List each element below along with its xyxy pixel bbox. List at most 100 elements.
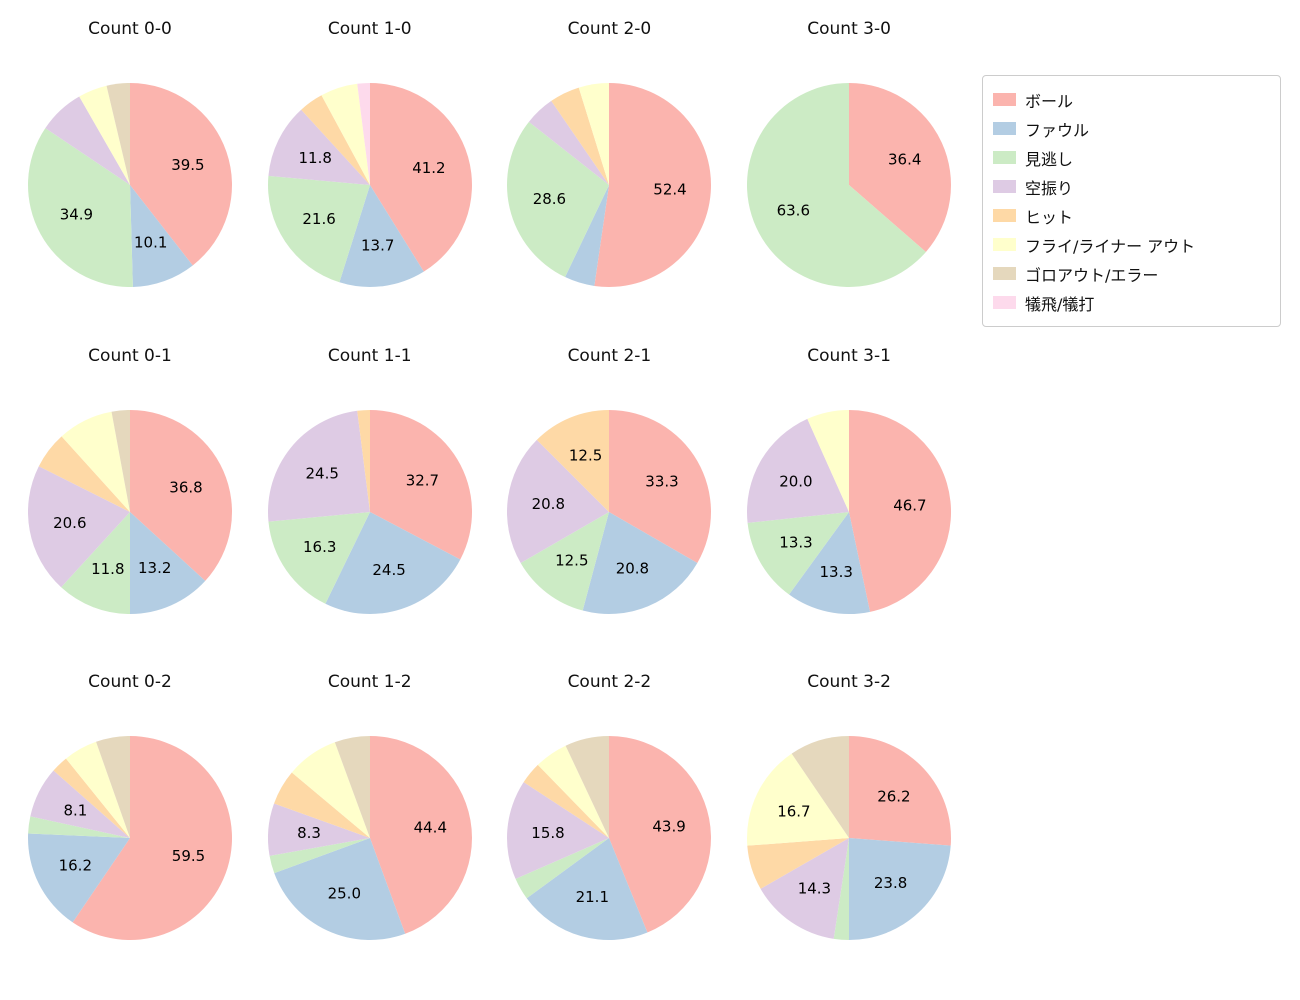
pie-chart-count-1-0: Count 1-0 41.2 13.7 21.6 11.8 [250, 8, 490, 295]
pie-slice [130, 409, 233, 581]
legend-swatch [993, 267, 1016, 280]
pie-slice [53, 758, 130, 838]
slice-percentage-label: 15.8 [532, 824, 565, 842]
pie-svg: 32.7 24.5 16.3 24.5 [267, 409, 472, 614]
pie-chart-count-0-2: Count 0-2 59.5 16.2 8.1 [10, 661, 250, 948]
pie-slice [521, 511, 610, 611]
pie-slice [334, 736, 370, 838]
pie-slice [579, 83, 610, 185]
pie-slice [747, 838, 850, 889]
pie-slice [807, 409, 850, 512]
slice-percentage-label: 8.3 [297, 824, 321, 842]
chart-title: Count 3-2 [807, 672, 891, 692]
slice-percentage-label: 12.5 [569, 446, 602, 464]
pie-slice [369, 409, 472, 559]
slice-percentage-label: 34.9 [60, 206, 93, 224]
pie-slice [529, 100, 610, 185]
slice-percentage-label: 16.2 [59, 856, 92, 874]
chart-title: Count 2-2 [567, 672, 652, 692]
pie-svg: 33.3 20.8 12.5 20.8 12.5 [507, 409, 712, 614]
pie-slice [849, 409, 952, 612]
pie-slice [849, 83, 952, 252]
chart-title: Count 3-1 [807, 345, 891, 366]
legend-label: ファウル [1025, 120, 1090, 140]
pie-svg: 46.7 13.3 13.3 20.0 [747, 409, 952, 614]
pie-chart-count-3-1: Count 3-1 46.7 13.3 13.3 20.0 [729, 335, 969, 622]
pie-svg: 41.2 13.7 21.6 11.8 [267, 83, 472, 287]
pie-slice [747, 82, 927, 287]
slice-percentage-label: 24.5 [372, 561, 405, 579]
legend-item: ファウル [993, 114, 1270, 143]
slice-percentage-label: 20.0 [779, 472, 812, 490]
pie-slice [339, 185, 424, 287]
pie-chart-count-0-1: Count 0-1 36.8 13.2 11.8 20.6 [10, 335, 250, 622]
pie-slice [515, 838, 610, 899]
chart-title: Count 0-0 [88, 19, 172, 39]
slice-percentage-label: 43.9 [653, 817, 686, 835]
pie-slice [551, 87, 610, 185]
pie-slice [61, 511, 131, 614]
slice-percentage-label: 33.3 [646, 472, 679, 490]
pie-svg: 36.8 13.2 11.8 20.6 [27, 409, 233, 614]
slice-percentage-label: 12.5 [555, 551, 588, 569]
legend-label: ゴロアウト/エラー [1025, 265, 1159, 285]
pie-slice [28, 833, 130, 923]
pie-slice [79, 85, 130, 185]
chart-title: Count 0-1 [88, 345, 172, 366]
legend-label: ヒット [1025, 207, 1074, 227]
pie-slice [356, 83, 370, 185]
pie-slice [747, 753, 850, 846]
pie-slice [61, 411, 131, 512]
pie-slice [130, 185, 193, 287]
slice-percentage-label: 36.8 [169, 478, 202, 496]
slice-percentage-label: 11.8 [91, 560, 124, 578]
pie-chart-count-3-0: Count 3-0 36.4 63.6 [729, 8, 969, 295]
slice-percentage-label: 20.8 [532, 495, 565, 513]
pie-slice [566, 736, 610, 838]
pie-slice [507, 439, 610, 563]
chart-title: Count 2-0 [567, 19, 652, 39]
slice-percentage-label: 25.0 [327, 885, 360, 903]
legend-item: 犠飛/犠打 [993, 288, 1270, 317]
chart-title: Count 2-1 [567, 345, 652, 366]
pie-slice [273, 772, 370, 838]
slice-percentage-label: 13.3 [779, 533, 812, 551]
pie-slice [267, 410, 370, 522]
legend-item: 空振り [993, 172, 1270, 201]
pie-slice [38, 435, 130, 512]
slice-percentage-label: 41.2 [412, 159, 445, 177]
legend-item: 見逃し [993, 143, 1270, 172]
pie-slice [507, 782, 610, 879]
pie-chart-count-2-2: Count 2-2 43.9 21.1 15.8 [489, 661, 729, 948]
pie-slice [849, 736, 952, 846]
pie-svg: 44.4 25.0 8.3 [267, 736, 472, 940]
pie-slice [72, 736, 233, 940]
legend-label: フライ/ライナー アウト [1025, 236, 1196, 256]
chart-title: Count 0-2 [88, 672, 172, 692]
slice-percentage-label: 21.6 [302, 210, 335, 228]
slice-percentage-label: 63.6 [777, 201, 810, 219]
pie-slice [609, 409, 712, 563]
pie-slice [789, 511, 871, 614]
pie-slice [27, 128, 133, 288]
pie-svg: 36.4 63.6 [747, 82, 952, 287]
chart-title: Count 3-0 [807, 19, 891, 39]
pie-slice [27, 465, 130, 587]
legend-label: 見逃し [1025, 149, 1074, 169]
pie-slice [28, 816, 131, 838]
pie-slice [30, 770, 130, 838]
slice-percentage-label: 32.7 [405, 471, 438, 489]
legend-swatch [993, 296, 1016, 309]
slice-percentage-label: 52.4 [654, 180, 687, 198]
pie-slice [268, 511, 370, 604]
pie-slice [760, 838, 850, 939]
pie-chart-count-2-0: Count 2-0 52.4 28.6 [489, 8, 729, 295]
slice-percentage-label: 44.4 [413, 818, 446, 836]
pie-svg: 52.4 28.6 [507, 83, 712, 287]
slice-percentage-label: 46.7 [893, 496, 926, 514]
pie-slice [321, 83, 370, 185]
slice-percentage-label: 23.8 [874, 874, 907, 892]
pie-chart-count-0-0: Count 0-0 39.5 10.1 34.9 [10, 8, 250, 295]
pie-svg: 59.5 16.2 8.1 [28, 736, 233, 940]
pie-slice [791, 736, 850, 838]
